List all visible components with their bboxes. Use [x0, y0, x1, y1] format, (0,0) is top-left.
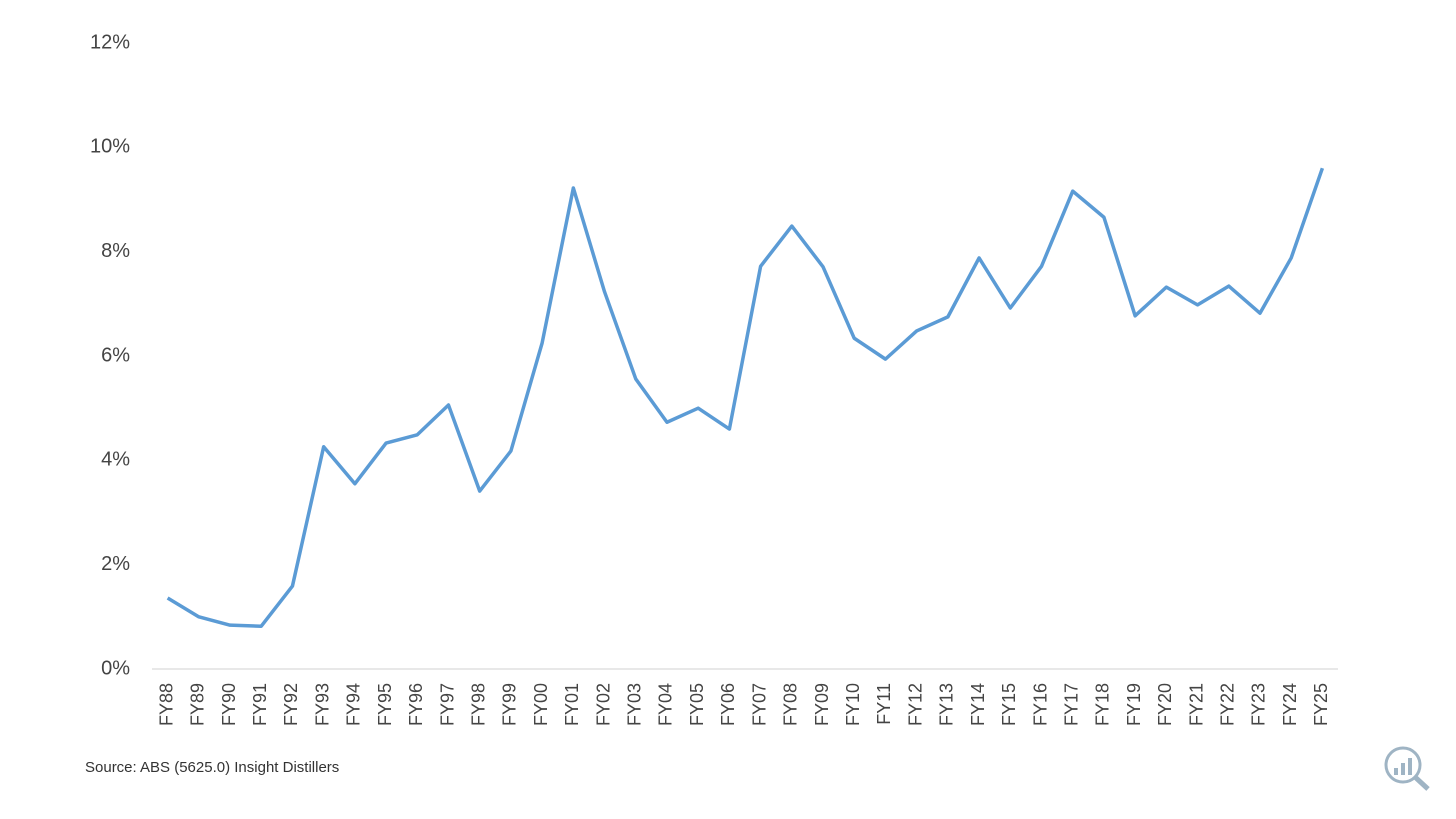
x-tick-label: FY17 [1061, 683, 1081, 726]
x-tick-label: FY11 [874, 683, 894, 725]
x-tick-label: FY98 [468, 683, 488, 726]
x-tick-label: FY09 [812, 683, 832, 726]
y-tick-label: 8% [101, 240, 130, 262]
y-tick-label: 10% [90, 136, 130, 158]
x-tick-label: FY93 [312, 683, 332, 726]
x-tick-label: FY12 [905, 683, 925, 726]
x-tick-label: FY22 [1218, 683, 1238, 726]
x-tick-label: FY95 [375, 683, 395, 726]
x-tick-label: FY97 [437, 683, 457, 726]
x-tick-label: FY89 [188, 683, 208, 726]
x-tick-label: FY23 [1249, 683, 1269, 726]
x-tick-label: FY91 [250, 683, 270, 726]
x-tick-label: FY99 [500, 683, 520, 726]
x-tick-label: FY21 [1186, 683, 1206, 726]
y-tick-label: 4% [101, 449, 130, 471]
y-tick-label: 12% [90, 31, 130, 53]
x-tick-label: FY96 [406, 683, 426, 726]
y-tick-label: 6% [101, 344, 130, 366]
x-tick-label: FY04 [656, 683, 676, 726]
logo [1384, 746, 1430, 791]
x-tick-label: FY94 [344, 683, 364, 726]
x-tick-label: FY02 [593, 683, 613, 726]
x-tick-label: FY13 [937, 683, 957, 726]
x-tick-label: FY07 [749, 683, 769, 726]
x-tick-label: FY15 [999, 683, 1019, 726]
x-tick-label: FY03 [625, 683, 645, 726]
y-tick-label: 2% [101, 553, 130, 575]
x-tick-label: FY20 [1155, 683, 1175, 726]
x-tick-label: FY10 [843, 683, 863, 726]
data-line [166, 167, 1325, 628]
x-tick-label: FY00 [531, 683, 551, 726]
x-tick-label: FY01 [562, 683, 582, 726]
x-tick-label: FY16 [1030, 683, 1050, 726]
x-tick-label: FY05 [687, 683, 707, 726]
y-tick-label: 0% [101, 657, 130, 679]
x-tick-label: FY06 [718, 683, 738, 726]
x-tick-label: FY24 [1280, 683, 1300, 726]
x-tick-label: FY19 [1124, 683, 1144, 726]
x-tick-label: FY92 [281, 683, 301, 726]
x-tick-label: FY14 [968, 683, 988, 726]
source-note: Source: ABS (5625.0) Insight Distillers [85, 759, 339, 776]
x-tick-label: FY88 [156, 683, 176, 726]
x-tick-label: FY08 [781, 683, 801, 726]
x-tick-label: FY90 [219, 683, 239, 726]
x-tick-label: FY25 [1311, 683, 1331, 726]
x-tick-label: FY18 [1093, 683, 1113, 726]
